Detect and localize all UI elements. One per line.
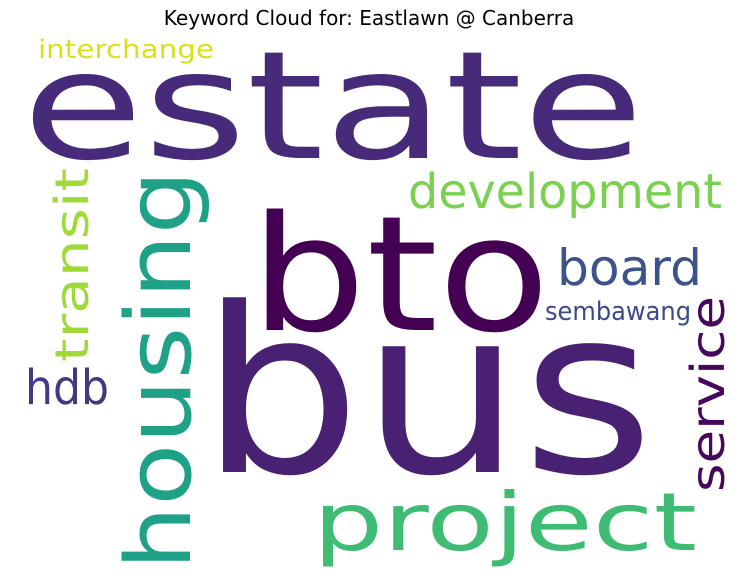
word-service: service	[681, 296, 735, 492]
word-interchange: interchange	[38, 35, 214, 65]
word-transit: transit	[45, 168, 99, 362]
word-sembawang: sembawang	[545, 297, 691, 327]
word-hdb: hdb	[25, 360, 109, 416]
word-project: project	[313, 476, 697, 569]
word-bus: bus	[200, 260, 654, 527]
word-board: board	[557, 239, 702, 297]
word-housing: housing	[107, 170, 212, 570]
word-bto: bto	[250, 181, 550, 368]
word-development: development	[408, 164, 722, 220]
word-estate: estate	[22, 20, 644, 194]
chart-title: Keyword Cloud for: Eastlawn @ Canberra	[163, 6, 575, 30]
